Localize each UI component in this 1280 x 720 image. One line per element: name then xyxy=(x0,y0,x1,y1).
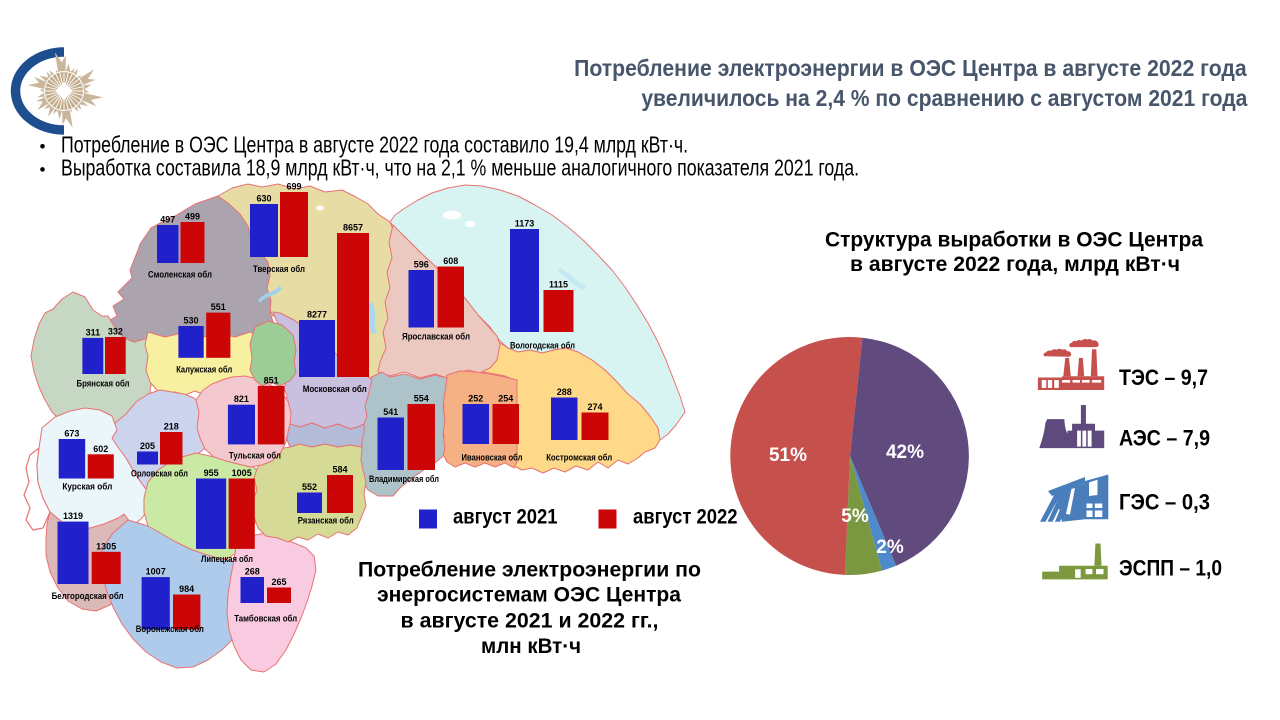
svg-text:42%: 42% xyxy=(886,442,924,463)
svg-text:Тамбовская обл: Тамбовская обл xyxy=(234,614,297,624)
svg-text:ГЭС – 0,3: ГЭС – 0,3 xyxy=(1119,490,1210,515)
svg-text:218: 218 xyxy=(164,422,179,432)
svg-text:554: 554 xyxy=(414,394,429,404)
svg-text:530: 530 xyxy=(184,316,199,326)
svg-text:Ярославская обл: Ярославская обл xyxy=(402,332,470,342)
svg-text:630: 630 xyxy=(256,194,271,204)
svg-text:8277: 8277 xyxy=(307,310,327,320)
svg-text:51%: 51% xyxy=(769,445,807,466)
svg-text:1005: 1005 xyxy=(232,468,252,478)
svg-text:602: 602 xyxy=(93,444,108,454)
svg-text:2%: 2% xyxy=(876,537,904,558)
svg-text:673: 673 xyxy=(64,429,79,439)
svg-text:497: 497 xyxy=(160,215,175,225)
svg-text:984: 984 xyxy=(179,584,194,594)
svg-text:5%: 5% xyxy=(841,506,869,527)
svg-text:Смоленская обл: Смоленская обл xyxy=(148,270,212,280)
svg-text:Тверская обл: Тверская обл xyxy=(253,264,305,274)
svg-text:август 2022: август 2022 xyxy=(633,506,738,529)
svg-text:274: 274 xyxy=(587,402,602,412)
svg-text:Брянская обл: Брянская обл xyxy=(77,378,130,388)
svg-text:851: 851 xyxy=(264,375,279,385)
svg-text:1305: 1305 xyxy=(96,541,116,551)
svg-text:608: 608 xyxy=(443,256,458,266)
svg-text:Костромская обл: Костромская обл xyxy=(546,453,612,463)
svg-text:Липецкая обл: Липецкая обл xyxy=(201,554,253,564)
svg-text:АЭС – 7,9: АЭС – 7,9 xyxy=(1119,426,1210,451)
svg-text:Рязанская обл: Рязанская обл xyxy=(298,516,354,526)
svg-text:в августе 2022 года, млрд кВ: в августе 2022 года, млрд кВт·ч xyxy=(850,252,1180,276)
svg-text:1115: 1115 xyxy=(549,280,568,290)
svg-text:1319: 1319 xyxy=(63,511,83,521)
svg-text:Калужская обл: Калужская обл xyxy=(176,365,232,375)
svg-text:Вологодская обл: Вологодская обл xyxy=(510,341,575,351)
svg-text:699: 699 xyxy=(286,182,301,192)
svg-text:Московская обл: Московская обл xyxy=(303,384,367,394)
svg-text:252: 252 xyxy=(468,394,483,404)
svg-text:552: 552 xyxy=(302,482,317,492)
svg-text:млн кВт·ч: млн кВт·ч xyxy=(481,634,581,658)
svg-text:Владимирская обл: Владимирская обл xyxy=(369,474,439,484)
svg-text:541: 541 xyxy=(383,407,398,417)
svg-text:265: 265 xyxy=(271,577,286,587)
svg-text:Потребление в ОЭС Центра в авг: Потребление в ОЭС Центра в августе 2022 … xyxy=(61,131,688,157)
svg-text:ЭСПП – 1,0: ЭСПП – 1,0 xyxy=(1119,556,1222,581)
svg-text:Выработка составила 18,9 млрд: Выработка составила 18,9 млрд кВт·ч, что… xyxy=(61,154,859,180)
svg-text:584: 584 xyxy=(332,465,347,475)
svg-text:955: 955 xyxy=(204,468,219,478)
svg-text:ТЭС – 9,7: ТЭС – 9,7 xyxy=(1119,365,1208,390)
svg-text:август 2021: август 2021 xyxy=(453,506,558,529)
svg-text:1007: 1007 xyxy=(146,567,166,577)
svg-text:596: 596 xyxy=(414,260,429,270)
svg-text:Белгородская обл: Белгородская обл xyxy=(52,591,124,601)
svg-text:Ивановская обл: Ивановская обл xyxy=(462,453,523,463)
svg-text:332: 332 xyxy=(108,327,123,337)
svg-text:Курская обл: Курская обл xyxy=(62,482,112,492)
svg-text:254: 254 xyxy=(498,394,513,404)
svg-text:Тульская обл: Тульская обл xyxy=(229,451,281,461)
svg-text:288: 288 xyxy=(557,387,572,397)
svg-text:Орловская обл: Орловская обл xyxy=(131,469,188,479)
svg-text:268: 268 xyxy=(245,567,260,577)
svg-text:энергосистемам ОЭС Центра: энергосистемам ОЭС Центра xyxy=(377,583,682,607)
svg-text:Воронежская обл: Воронежская обл xyxy=(136,624,204,634)
svg-text:499: 499 xyxy=(185,212,200,222)
svg-text:205: 205 xyxy=(140,441,155,451)
svg-text:821: 821 xyxy=(234,394,249,404)
svg-text:551: 551 xyxy=(211,302,226,312)
svg-text:311: 311 xyxy=(86,327,101,337)
svg-text:1173: 1173 xyxy=(515,219,535,229)
svg-text:8657: 8657 xyxy=(343,223,363,233)
svg-text:Потребление электроэнергии п: Потребление электроэнергии по xyxy=(358,558,701,582)
svg-text:Структура выработки в ОЭС Це: Структура выработки в ОЭС Центра xyxy=(825,228,1204,252)
svg-text:в августе 2021 и 2022 гг.,: в августе 2021 и 2022 гг., xyxy=(401,609,659,633)
